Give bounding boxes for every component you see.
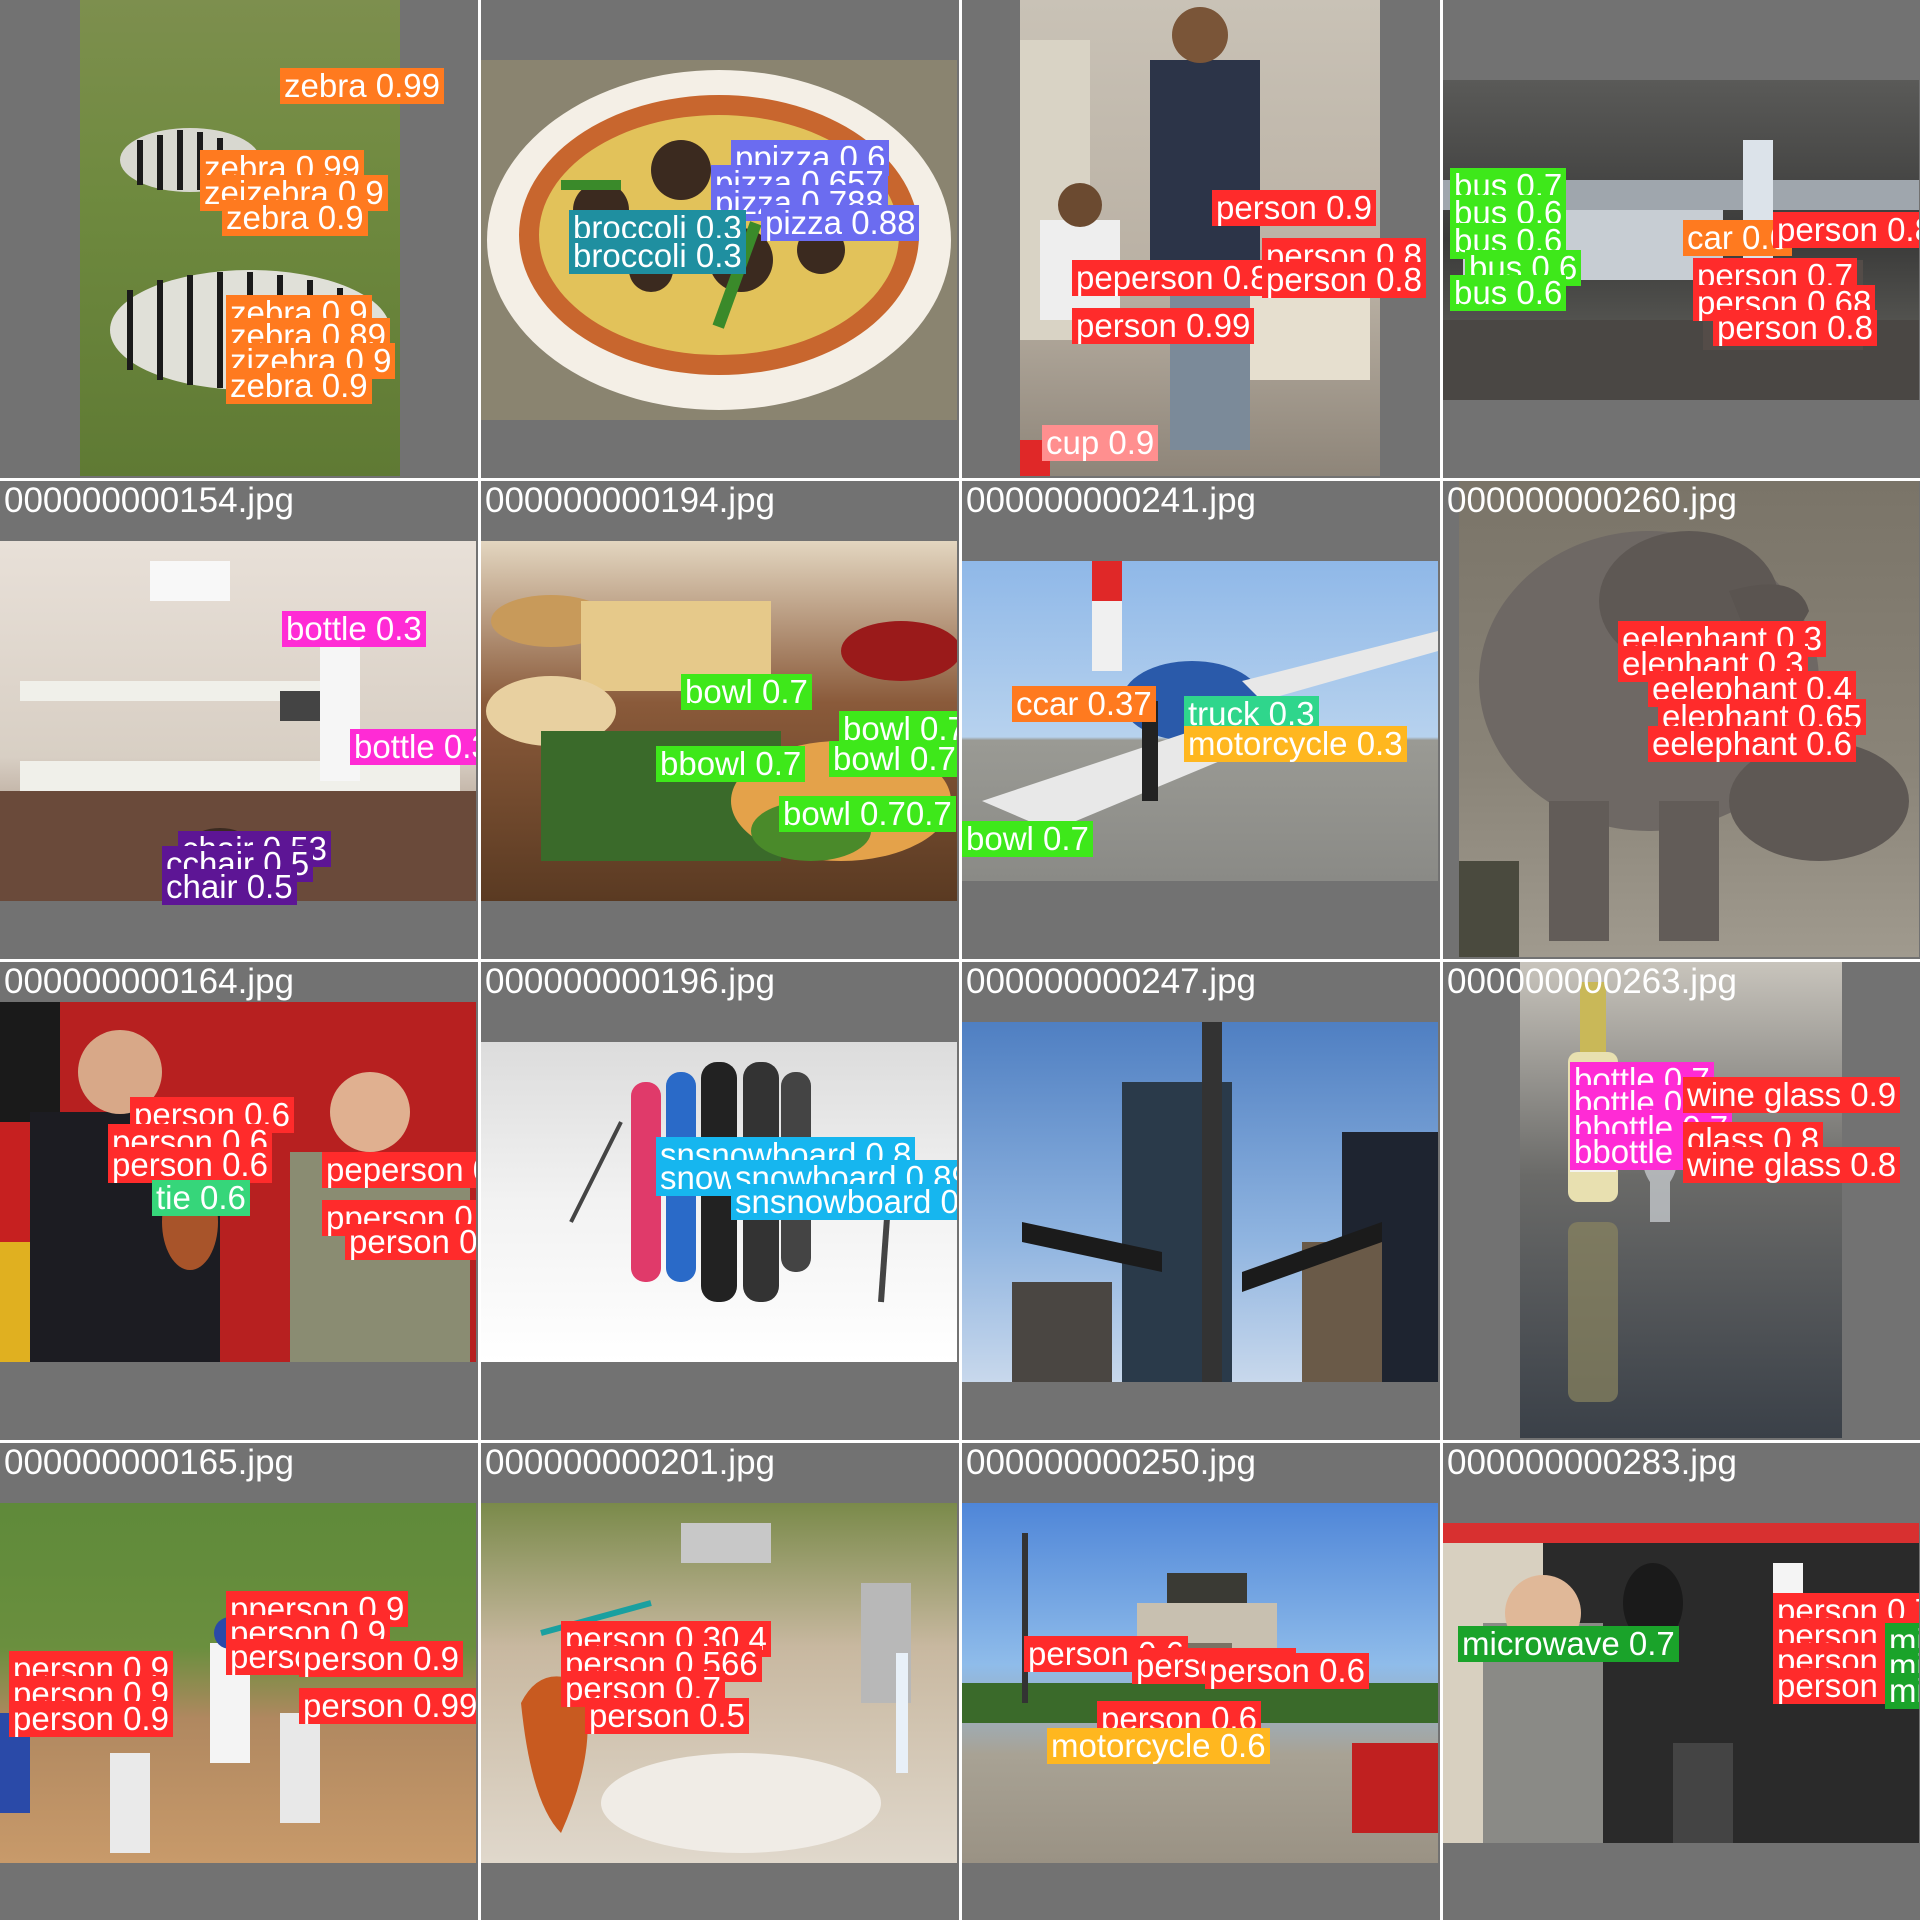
detection-label-bowl: bowl 0.7	[962, 821, 1093, 857]
detection-label-pizza: pizza 0.88	[761, 205, 920, 241]
image-filename: 000000000241.jpg	[966, 481, 1257, 520]
tile-6[interactable]: 000000000241.jpg ccar 0.37 truck 0.3 motorc…	[962, 481, 1438, 957]
detection-label-person: person 0.9	[1212, 190, 1376, 226]
tile-8[interactable]: 000000000164.jpg person 0.6 person 0.6 pers…	[0, 962, 476, 1438]
image-filename: 000000000164.jpg	[4, 962, 295, 1001]
wine-figure	[1568, 982, 1678, 1402]
detection-label-snowboard: snsnowboard 0.89	[731, 1184, 957, 1220]
detection-label-person: person 0.8	[1713, 310, 1877, 346]
grid-divider	[0, 959, 1920, 962]
tile-9[interactable]: 000000000196.jpg snsnowboard 0.8 snowboard…	[481, 962, 957, 1438]
image-filename: 000000000194.jpg	[485, 481, 776, 520]
tile-7[interactable]: 000000000260.jpg eelephant 0.3 elephant 0.…	[1443, 481, 1919, 957]
detection-label-cup: cup 0.9	[1042, 425, 1159, 461]
detection-label-zebra: zebra 0.9	[222, 200, 368, 236]
grid-divider	[0, 1440, 1920, 1443]
detection-label-motorcycle: motorcycle 0.3	[1184, 726, 1407, 762]
tile-4[interactable]: 000000000154.jpg bottle 0.3 bottle 0.3 chai…	[0, 481, 476, 957]
street-sign-photo	[962, 1022, 1438, 1382]
kitchen-photo	[0, 541, 476, 901]
tile-3[interactable]: bus 0.7 bus 0.6 bus 0.6 bus 0.6 bus 0.6 car 0…	[1443, 0, 1919, 476]
detection-label-motorcycle: motorcycle 0.6	[1047, 1728, 1270, 1764]
detection-label-bus: bus 0.6	[1450, 275, 1567, 311]
ceremony-figure	[0, 1002, 470, 1362]
detection-label-person: person 0.6	[1024, 1636, 1188, 1672]
image-filename: 000000000260.jpg	[1447, 481, 1738, 520]
detection-label-person: person 0.8	[1773, 212, 1919, 248]
detection-label-person: person 0.8	[1262, 262, 1426, 298]
image-filename: 000000000154.jpg	[4, 481, 295, 520]
detection-label-wine-glass: wine glass 0.8	[1683, 1147, 1901, 1183]
detection-label-person: person 0.9	[299, 1641, 463, 1677]
detection-label-bowl: bbowl 0.7	[656, 746, 806, 782]
detection-label-bottle: bottle 0.3	[282, 611, 426, 647]
detection-label-car: car 0.6	[1683, 220, 1792, 256]
detection-label-microwave: microwave 0.7	[1458, 1626, 1679, 1662]
image-filename: 000000000247.jpg	[966, 962, 1257, 1001]
detection-label-person: person 0.9	[9, 1701, 173, 1737]
image-filename: 000000000196.jpg	[485, 962, 776, 1001]
image-filename: 000000000201.jpg	[485, 1443, 776, 1482]
bathroom-figure	[521, 1523, 911, 1853]
detection-label-car: ccar 0.37	[1012, 686, 1156, 722]
people-figures	[1020, 7, 1370, 476]
street-figure	[1012, 1022, 1438, 1382]
detection-label-bowl: bowl 0.70.7	[779, 796, 956, 832]
detection-label-bowl: bowl 0.7	[681, 674, 812, 710]
detection-label-wine-glass: wine glass 0.9	[1683, 1077, 1901, 1113]
tile-12[interactable]: 000000000165.jpg pperson 0.9 person 0.9 per…	[0, 1443, 476, 1919]
tile-13[interactable]: 000000000201.jpg person 0.30.4 person 0.56…	[481, 1443, 957, 1919]
detection-label-person: person 0.5	[585, 1698, 749, 1734]
detection-label-person: peperson 0.8	[1072, 260, 1273, 296]
detection-label-microwave: mic	[1885, 1673, 1919, 1709]
image-filename: 000000000263.jpg	[1447, 962, 1738, 1001]
tile-5[interactable]: 000000000194.jpg bowl 0.7 bowl 0.7 bbowl 0.…	[481, 481, 957, 957]
image-filename: 000000000165.jpg	[4, 1443, 295, 1482]
detection-label-person: peperson 0.7	[322, 1152, 476, 1188]
detection-label-person: person 0.6	[108, 1147, 272, 1183]
detection-label-person: person 0.99	[299, 1688, 476, 1724]
detection-label-chair: chair 0.5	[162, 869, 297, 905]
tile-0[interactable]: zebra 0.99 zebra 0.99 zeizebra 0.9 zebra 0.…	[0, 0, 476, 476]
tile-1[interactable]: ppizza 0.6 pizza 0.657 pizza 0.788 pizza 0.…	[481, 0, 957, 476]
wine-photo	[1520, 962, 1842, 1438]
detection-label-broccoli: broccoli 0.3	[569, 238, 746, 274]
image-filename: 000000000250.jpg	[966, 1443, 1257, 1482]
tile-2[interactable]: person 0.9 person 0.8 peperson 0.8 person 0…	[962, 0, 1438, 476]
detection-label-bowl: bowl 0.7	[829, 741, 957, 777]
detection-label-zebra: zebra 0.9	[226, 368, 372, 404]
detection-label-elephant: eelephant 0.6	[1648, 726, 1857, 762]
detection-label-person: person 0.6	[1205, 1653, 1369, 1689]
tile-11[interactable]: 000000000263.jpg bottle 0.7 bottle 0.7 bbot…	[1443, 962, 1919, 1438]
detection-label-bottle: bottle 0.3	[350, 729, 476, 765]
detection-label-zebra: zebra 0.99	[280, 68, 444, 104]
detection-label-tie: tie 0.6	[152, 1180, 250, 1216]
grid-divider	[0, 478, 1920, 481]
detection-label-person: person 0.99	[1072, 308, 1255, 344]
detection-label-person: person 0.8	[345, 1224, 476, 1260]
image-filename: 000000000283.jpg	[1447, 1443, 1738, 1482]
tile-10[interactable]: 000000000247.jpg	[962, 962, 1438, 1438]
